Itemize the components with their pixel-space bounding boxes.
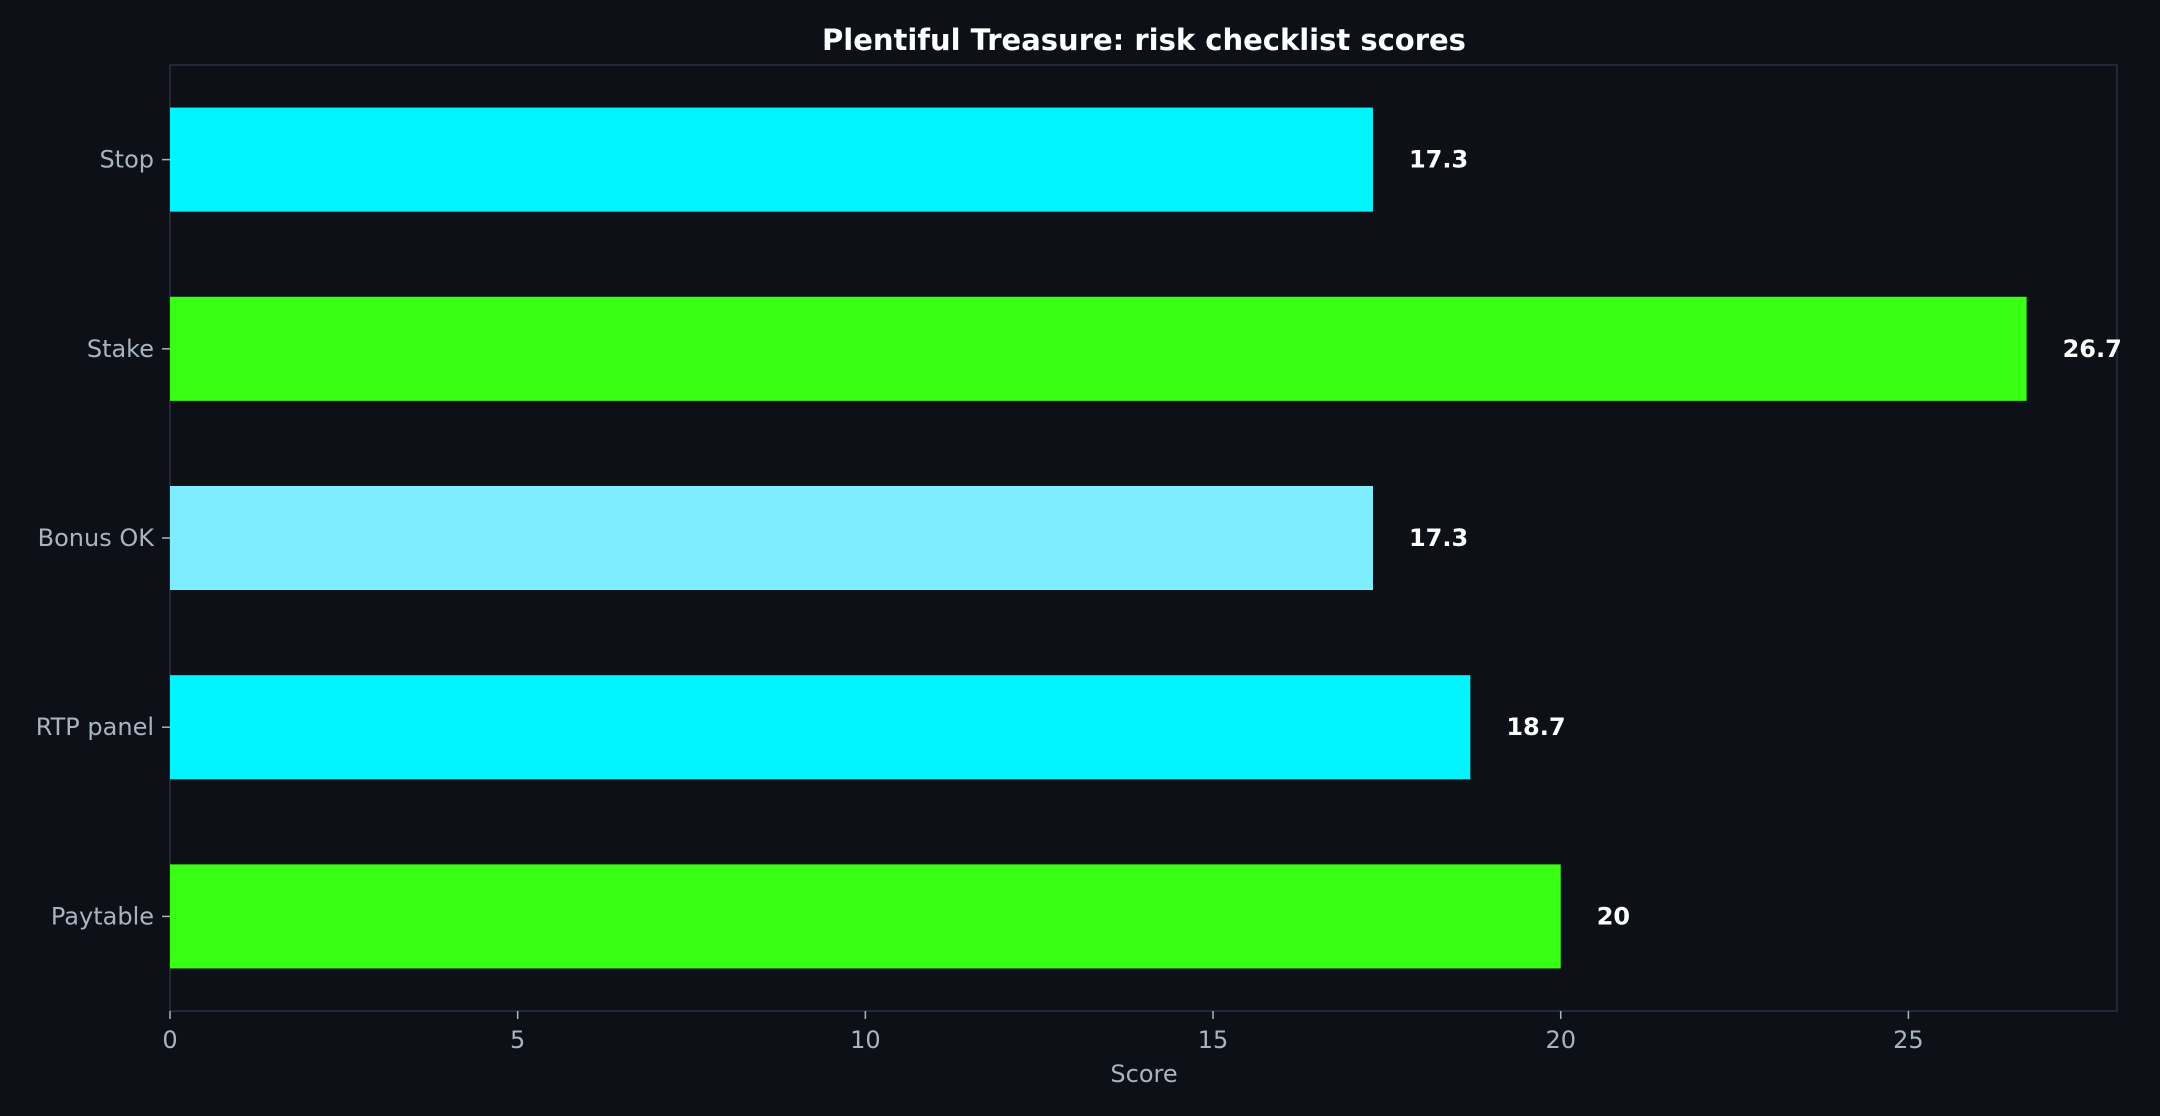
data-label: 20 bbox=[1597, 902, 1630, 930]
x-tick-label: 15 bbox=[1198, 1026, 1229, 1054]
bar-stake bbox=[170, 296, 2027, 401]
bar-rtp-panel bbox=[170, 675, 1471, 780]
y-axis: Stop Stake Bonus OK RTP panel Paytable bbox=[36, 146, 170, 930]
y-tick-label: Stake bbox=[87, 335, 154, 363]
y-tick-label: Bonus OK bbox=[38, 524, 156, 552]
x-tick-label: 10 bbox=[850, 1026, 881, 1054]
chart-title: Plentiful Treasure: risk checklist score… bbox=[822, 23, 1466, 57]
x-tick-label: 5 bbox=[510, 1026, 525, 1054]
y-tick-label: Stop bbox=[99, 146, 154, 174]
y-tick-label: Paytable bbox=[51, 902, 154, 930]
data-label: 26.7 bbox=[2063, 335, 2122, 363]
x-tick-label: 25 bbox=[1893, 1026, 1924, 1054]
data-label: 17.3 bbox=[1409, 146, 1468, 174]
x-tick-label: 20 bbox=[1545, 1026, 1576, 1054]
x-tick-label: 0 bbox=[162, 1026, 177, 1054]
bar-paytable bbox=[170, 864, 1561, 969]
bar-bonus-ok bbox=[170, 485, 1373, 591]
x-axis-label: Score bbox=[1110, 1060, 1177, 1088]
data-label: 17.3 bbox=[1409, 524, 1468, 552]
y-tick-label: RTP panel bbox=[36, 713, 154, 741]
bars-group: 17.3 26.7 17.3 18.7 20 bbox=[170, 107, 2122, 969]
data-label: 18.7 bbox=[1506, 713, 1565, 741]
bar-stop bbox=[170, 107, 1373, 212]
x-axis: 0 5 10 15 20 25 bbox=[162, 1011, 1924, 1054]
